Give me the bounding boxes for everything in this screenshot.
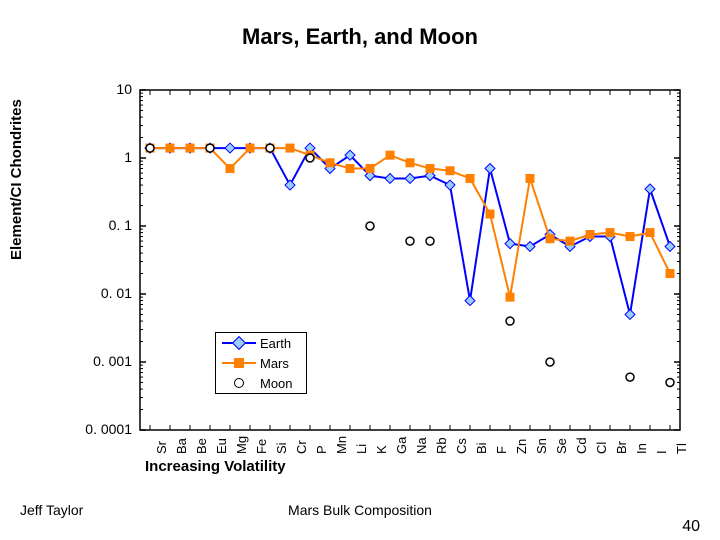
x-tick-label: Zn [514,439,529,454]
x-tick-label: K [374,445,389,454]
x-tick-label: Cd [574,437,589,454]
x-tick-label: Be [194,438,209,454]
legend-item: Mars [216,353,306,373]
x-tick-label: P [314,445,329,454]
x-tick-label: Rb [434,437,449,454]
slide-number: 40 [682,518,700,536]
x-tick-label: Ba [174,438,189,454]
legend-item: Moon [216,373,306,393]
footer-title: Mars Bulk Composition [0,502,720,518]
legend-item: Earth [216,333,306,353]
y-tick-label: 0. 1 [72,217,132,233]
x-tick-label: Ga [394,437,409,454]
y-tick-label: 0. 001 [72,353,132,369]
x-tick-label: Br [614,441,629,454]
x-tick-label: Cr [294,440,309,454]
x-tick-label: In [634,443,649,454]
x-tick-label: Li [354,444,369,454]
legend-label: Earth [260,336,291,351]
y-tick-label: 0. 0001 [72,421,132,437]
x-tick-label: Sr [154,441,169,454]
x-tick-label: Cs [454,438,469,454]
x-tick-label: I [654,450,669,454]
x-tick-label: Mn [334,436,349,454]
x-tick-label: Se [554,438,569,454]
x-tick-label: Fe [254,439,269,454]
x-tick-label: Sn [534,438,549,454]
x-tick-label: Tl [674,443,689,454]
x-tick-label: Si [274,442,289,454]
y-tick-label: 0. 01 [72,285,132,301]
y-tick-label: 1 [72,149,132,165]
legend: Earth Mars Moon [215,332,307,394]
x-tick-label: Na [414,437,429,454]
x-tick-label: Cl [594,442,609,454]
x-tick-label: F [494,446,509,454]
x-axis-label: Increasing Volatility [145,458,286,475]
x-tick-label: Mg [234,436,249,454]
legend-label: Moon [260,376,293,391]
x-tick-label: Eu [214,438,229,454]
y-tick-label: 10 [72,81,132,97]
x-tick-label: Bi [474,442,489,454]
legend-label: Mars [260,356,289,371]
